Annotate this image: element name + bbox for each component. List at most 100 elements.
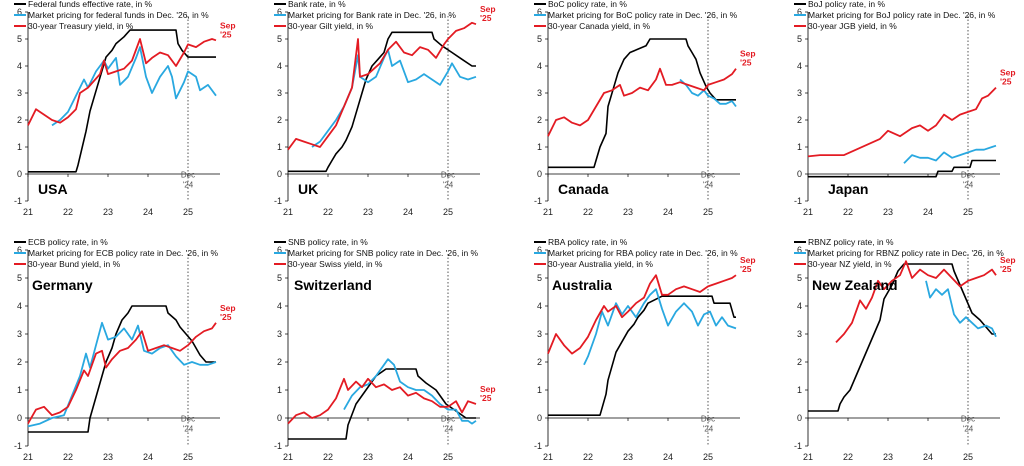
series-line-policy: [548, 295, 736, 416]
country-label: Germany: [32, 277, 93, 293]
x-tick-label: 23: [103, 207, 113, 217]
y-tick-label: -1: [14, 441, 22, 451]
y-tick-label: 0: [537, 413, 542, 423]
legend-label-yield: 30-year Gilt yield, in %: [288, 21, 373, 31]
y-tick-label: 0: [277, 169, 282, 179]
legend-label-market: Market pricing for BoC policy rate in De…: [548, 10, 738, 20]
legend-label-market: Market pricing for Bank rate in Dec. '26…: [288, 10, 456, 20]
y-tick-label: 5: [537, 34, 542, 44]
series-line-yield: [27, 38, 217, 126]
x-tick-label: 21: [543, 452, 553, 462]
y-tick-label: 2: [17, 115, 22, 125]
dec-year-label: '24: [963, 425, 974, 434]
y-tick-label: 4: [277, 301, 282, 311]
y-tick-label: 1: [277, 142, 282, 152]
y-tick-label: 2: [537, 115, 542, 125]
y-tick-label: 2: [17, 357, 22, 367]
country-label: Australia: [552, 277, 612, 293]
legend-label-market: Market pricing for RBA policy rate in De…: [548, 248, 738, 258]
y-tick-label: 3: [277, 88, 282, 98]
y-tick-label: 4: [797, 301, 802, 311]
legend-label-yield: 30-year Bund yield, in %: [28, 259, 121, 269]
x-tick-label: 21: [23, 207, 33, 217]
y-tick-label: -1: [794, 441, 802, 451]
x-tick-label: 21: [543, 207, 553, 217]
dec-label: Dec: [701, 415, 715, 424]
x-tick-label: 25: [443, 207, 453, 217]
x-tick-label: 23: [883, 452, 893, 462]
y-tick-label: 3: [17, 329, 22, 339]
legend-label-policy: SNB policy rate, in %: [288, 237, 368, 247]
series-line-market: [903, 144, 997, 164]
dec-label: Dec: [701, 170, 715, 179]
y-tick-label: 4: [277, 61, 282, 71]
legend-label-policy: RBNZ policy rate, in %: [808, 237, 894, 247]
y-tick-label: 4: [537, 61, 542, 71]
y-tick-label: -1: [534, 441, 542, 451]
sep-label: Sep: [220, 303, 236, 313]
y-tick-label: 2: [277, 357, 282, 367]
y-tick-label: 0: [17, 169, 22, 179]
x-tick-label: 22: [323, 207, 333, 217]
series-line-yield: [287, 377, 477, 425]
y-tick-label: 6: [17, 7, 22, 17]
y-tick-label: 6: [277, 245, 282, 255]
y-tick-label: 4: [797, 61, 802, 71]
dec-year-label: '24: [703, 180, 714, 189]
x-tick-label: 25: [963, 452, 973, 462]
legend-label-market: Market pricing for RBNZ policy rate in D…: [808, 248, 1004, 258]
legend-label-market: Market pricing for SNB policy rate in De…: [288, 248, 479, 258]
series-line-market: [343, 358, 477, 425]
x-tick-label: 23: [883, 207, 893, 217]
y-tick-label: 6: [797, 7, 802, 17]
x-tick-label: 21: [283, 207, 293, 217]
y-tick-label: 5: [797, 273, 802, 283]
x-tick-label: 21: [803, 452, 813, 462]
y-tick-label: 5: [277, 34, 282, 44]
series-line-market: [51, 46, 217, 127]
sep-label: Sep: [480, 384, 496, 394]
y-tick-label: -1: [274, 441, 282, 451]
x-tick-label: 23: [363, 207, 373, 217]
sep-year-label: '25: [740, 58, 752, 68]
legend-label-yield: 30-year Australia yield, in %: [548, 259, 653, 269]
x-tick-label: 23: [103, 452, 113, 462]
x-tick-label: 22: [843, 207, 853, 217]
sep-label: Sep: [740, 49, 756, 59]
x-tick-label: 21: [803, 207, 813, 217]
series-line-yield: [547, 274, 737, 355]
series-line-yield: [27, 322, 217, 425]
legend-label-yield: 30-year Treasury yield, in %: [28, 21, 134, 31]
y-tick-label: 6: [797, 245, 802, 255]
country-label: USA: [38, 181, 68, 197]
legend-label-market: Market pricing for BoJ policy rate in De…: [808, 10, 996, 20]
series-line-policy: [808, 263, 996, 412]
series-line-policy: [28, 305, 216, 433]
series-line-market: [27, 321, 217, 428]
y-tick-label: 0: [17, 413, 22, 423]
dec-year-label: '24: [963, 180, 974, 189]
legend-label-yield: 30-year Swiss yield, in %: [288, 259, 383, 269]
y-tick-label: 1: [537, 385, 542, 395]
series-line-policy: [28, 29, 216, 173]
series-line-yield: [287, 21, 477, 151]
series-line-market: [311, 48, 477, 148]
x-tick-label: 24: [143, 452, 153, 462]
dec-year-label: '24: [443, 180, 454, 189]
dec-label: Dec: [961, 170, 975, 179]
x-tick-label: 23: [363, 452, 373, 462]
y-tick-label: 4: [17, 61, 22, 71]
x-tick-label: 23: [623, 452, 633, 462]
y-tick-label: 1: [17, 385, 22, 395]
y-tick-label: 2: [277, 115, 282, 125]
x-tick-label: 22: [63, 452, 73, 462]
y-tick-label: 0: [797, 169, 802, 179]
series-line-yield: [835, 260, 997, 344]
country-label: Japan: [828, 181, 868, 197]
y-tick-label: -1: [794, 196, 802, 206]
